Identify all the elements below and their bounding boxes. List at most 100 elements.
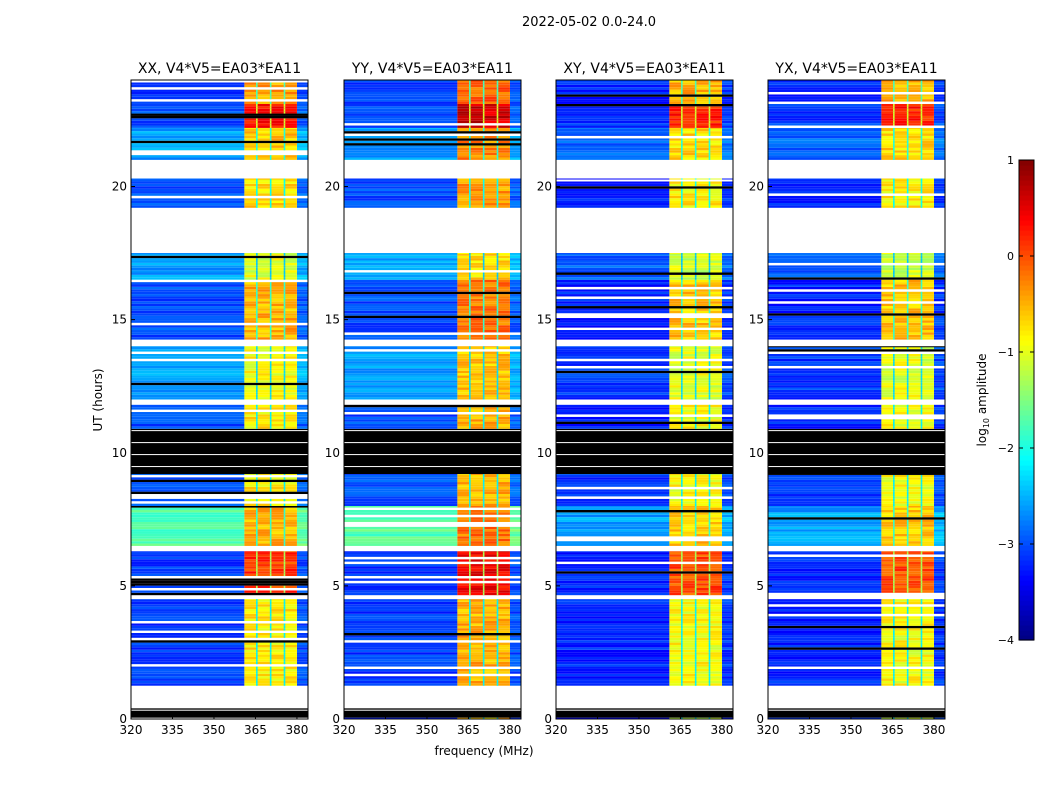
heat-cell (709, 410, 711, 412)
heat-cell (470, 359, 484, 361)
heat-cell (709, 512, 711, 514)
heat-cell (722, 631, 733, 633)
heat-cell (681, 155, 683, 157)
heat-cell (696, 148, 710, 150)
heat-cell (344, 92, 457, 94)
heat-cell (669, 674, 681, 676)
heat-cell (669, 258, 681, 260)
heat-cell (344, 681, 457, 683)
heat-cell (510, 475, 521, 477)
heat-cell (681, 628, 683, 630)
heat-cell (556, 138, 669, 140)
heat-cell (497, 669, 499, 671)
heat-cell (244, 364, 256, 366)
heat-cell (709, 664, 721, 666)
heat-cell (256, 544, 258, 546)
heat-cell (470, 366, 484, 368)
heat-cell (696, 325, 710, 327)
heat-cell (256, 94, 258, 96)
heat-cell (484, 378, 498, 380)
heat-cell (682, 356, 696, 358)
heat-cell (709, 318, 721, 320)
heat-cell (510, 621, 521, 623)
heat-cell (722, 90, 733, 92)
heat-cell (284, 121, 296, 123)
heat-cell (681, 419, 683, 421)
heat-cell (271, 349, 285, 351)
heat-cell (497, 529, 509, 531)
heat-cell (131, 643, 244, 645)
heat-cell (483, 153, 485, 155)
heat-cell (244, 366, 256, 368)
heat-cell (556, 650, 669, 652)
heat-cell (131, 198, 244, 200)
heat-cell (497, 201, 499, 203)
heat-cell (131, 520, 244, 522)
heat-cell (681, 128, 683, 129)
heat-cell (244, 265, 256, 267)
heat-cell (244, 619, 256, 621)
heat-cell (709, 604, 721, 606)
heat-cell (722, 515, 733, 517)
heat-cell (284, 559, 286, 561)
heat-cell (270, 671, 272, 673)
heat-cell (257, 522, 271, 524)
heat-cell (457, 284, 469, 286)
heat-cell (344, 534, 457, 536)
heat-cell (257, 131, 271, 133)
heat-cell (270, 564, 272, 566)
heat-cell (483, 301, 485, 303)
heat-cell (497, 328, 499, 330)
heat-cell (244, 407, 256, 409)
heat-cell (497, 510, 499, 512)
heat-cell (510, 145, 521, 147)
heat-cell (469, 352, 471, 354)
heat-cell (497, 116, 499, 118)
heat-cell (709, 380, 721, 382)
heat-cell (484, 368, 498, 370)
heat-cell (297, 599, 308, 600)
heat-cell (669, 352, 681, 354)
heat-cell (682, 581, 696, 583)
heat-cell (682, 141, 696, 143)
heat-cell (669, 655, 681, 657)
heat-cell (497, 253, 499, 254)
heat-cell (510, 328, 521, 330)
heat-cell (131, 318, 244, 320)
heat-cell (257, 534, 271, 536)
heat-cell (696, 82, 710, 84)
heat-cell (669, 397, 681, 399)
heat-cell (470, 541, 484, 543)
heat-cell (681, 664, 683, 666)
heat-cell (483, 662, 485, 664)
heat-cell (497, 586, 509, 588)
heat-cell (695, 551, 697, 552)
heat-cell (497, 517, 509, 519)
heat-cell (344, 517, 457, 519)
heat-cell (257, 189, 271, 191)
heat-cell (344, 662, 457, 664)
heat-cell (695, 586, 697, 588)
heat-cell (556, 99, 669, 101)
heat-cell (709, 640, 721, 642)
heat-cell (510, 657, 521, 659)
heat-cell (510, 496, 521, 498)
heat-cell (695, 155, 697, 157)
heat-cell (709, 602, 721, 604)
heat-cell (469, 510, 471, 512)
heat-cell (682, 109, 696, 111)
heat-cell (682, 128, 696, 129)
heat-cell (497, 191, 499, 193)
heat-cell (256, 282, 258, 284)
heat-cell (497, 551, 499, 552)
heat-cell (297, 392, 308, 394)
gap-row (131, 475, 308, 477)
heat-cell (344, 272, 457, 274)
heat-cell (556, 392, 669, 394)
heat-cell (669, 623, 681, 625)
heat-cell (470, 539, 484, 541)
heat-cell (257, 306, 271, 308)
heat-cell (470, 611, 484, 613)
heat-cell (722, 376, 733, 378)
heat-cell (695, 99, 697, 101)
